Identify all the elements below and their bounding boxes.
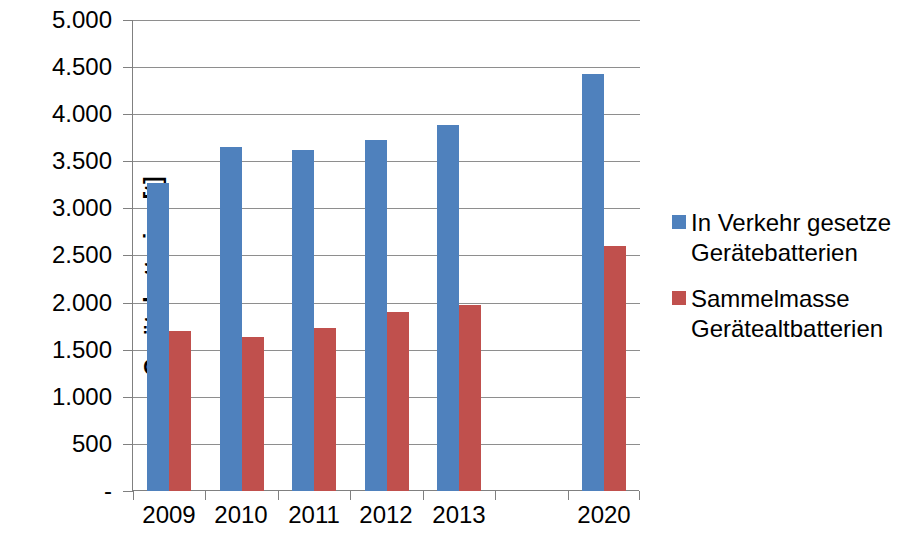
gridline-5000: [133, 20, 640, 21]
legend-entry-series1: In Verkehr gesetze Gerätebatterien: [672, 208, 912, 268]
y-axis-label-2000: 2.000: [0, 288, 112, 318]
y-axis-tick-4000: [123, 114, 133, 115]
legend-label-series1: In Verkehr gesetze Gerätebatterien: [691, 208, 912, 268]
y-axis-tick-5000: [123, 20, 133, 21]
y-axis-label-4500: 4.500: [0, 52, 112, 82]
bar-2013-series1: [437, 125, 459, 491]
y-axis-tick-4500: [123, 67, 133, 68]
y-axis-label-4000: 4.000: [0, 99, 112, 129]
y-axis-label-500: 500: [0, 429, 112, 459]
gridline-4500: [133, 67, 640, 68]
series1-marker-icon: [672, 215, 686, 229]
y-axis-label-5000: 5.000: [0, 5, 112, 35]
y-axis-label-1500: 1.500: [0, 335, 112, 365]
bar-2011-series2: [314, 328, 336, 491]
x-axis-tick-4: [423, 491, 424, 500]
x-axis-label-2012: 2012: [350, 500, 422, 530]
bar-2009-series1: [147, 183, 169, 491]
bar-2010-series1: [220, 147, 242, 491]
y-axis-label-3500: 3.500: [0, 146, 112, 176]
series2-marker-icon: [672, 291, 686, 305]
y-axis-tick-0: [123, 491, 133, 492]
y-axis-tick-3000: [123, 208, 133, 209]
legend-entry-series2: Sammelmasse Gerätealtbatterien: [672, 284, 912, 344]
bar-2020-series2: [604, 246, 626, 491]
x-axis-tick-6: [568, 491, 569, 500]
x-axis-tick-7: [639, 491, 640, 500]
x-axis-tick-5: [495, 491, 496, 500]
bar-2011-series1: [292, 150, 314, 491]
bar-2020-series1: [582, 74, 604, 491]
y-axis-label-2500: 2.500: [0, 240, 112, 270]
bar-2010-series2: [242, 337, 264, 491]
y-axis-tick-500: [123, 444, 133, 445]
x-axis-label-2011: 2011: [278, 500, 350, 530]
y-axis-tick-1500: [123, 350, 133, 351]
x-axis-label-2020: 2020: [568, 500, 640, 530]
y-axis-tick-2000: [123, 303, 133, 304]
bar-2012-series1: [365, 140, 387, 491]
x-axis-label-2010: 2010: [205, 500, 277, 530]
y-axis-label-3000: 3.000: [0, 193, 112, 223]
x-axis-tick-1: [205, 491, 206, 500]
y-axis-tick-1000: [123, 397, 133, 398]
x-axis-tick-0: [133, 491, 134, 500]
y-axis-label-1000: 1.000: [0, 382, 112, 412]
bar-2013-series2: [459, 305, 481, 491]
y-axis-tick-3500: [123, 161, 133, 162]
x-axis-tick-3: [350, 491, 351, 500]
plot-area: Gerätebatterien [t] -5001.0001.5002.0002…: [132, 20, 639, 491]
x-axis-label-2009: 2009: [133, 500, 205, 530]
y-axis-label-0: -: [0, 476, 112, 506]
bar-chart: Gerätebatterien [t] -5001.0001.5002.0002…: [0, 0, 915, 543]
x-axis-label-2013: 2013: [423, 500, 495, 530]
legend: In Verkehr gesetze Gerätebatterien Samme…: [672, 208, 912, 360]
x-axis-tick-2: [278, 491, 279, 500]
y-axis-tick-2500: [123, 255, 133, 256]
bar-2009-series2: [169, 331, 191, 491]
bar-2012-series2: [387, 312, 409, 491]
legend-label-series2: Sammelmasse Gerätealtbatterien: [691, 284, 912, 344]
gridline-4000: [133, 114, 640, 115]
